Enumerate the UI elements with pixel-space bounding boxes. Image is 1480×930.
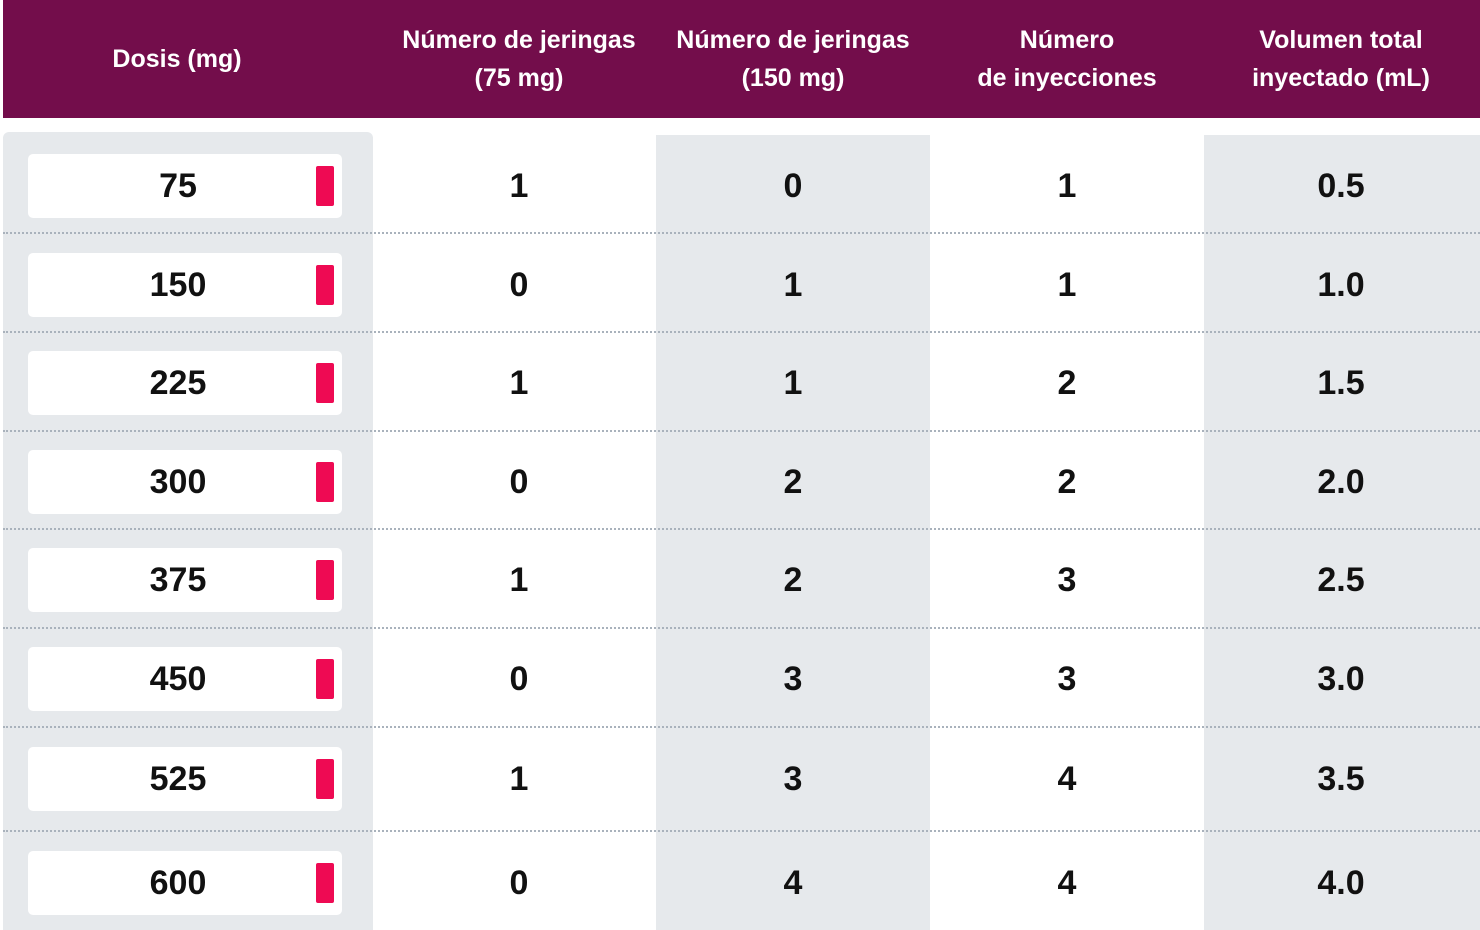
cell-volume: 1.5 [1317,363,1365,402]
cell-injections: 2 [1057,462,1077,501]
header-syringes-150: Número de jeringas (150 mg) [656,0,930,118]
row-divider [3,232,1480,234]
dose-cell: 450 [28,647,342,711]
cell-syringes-75: 0 [509,265,529,304]
header-syringes-150-line-2: (150 mg) [741,64,845,92]
dose-marker [316,363,334,403]
row-divider [3,726,1480,728]
cell-syringes-150: 3 [783,659,803,698]
cell-injections: 3 [1057,659,1077,698]
header-volume-line-1: Volumen total [1259,26,1423,54]
column-stripe-syringes-150 [656,135,930,930]
header-dose: Dosis (mg) [3,0,351,118]
cell-syringes-150: 2 [783,462,803,501]
cell-injections: 4 [1057,759,1077,798]
dose-cell: 375 [28,548,342,612]
cell-volume: 1.0 [1317,265,1365,304]
header-injections: Número de inyecciones [930,0,1204,118]
dose-marker [316,759,334,799]
dose-value: 150 [149,265,207,304]
cell-syringes-150: 0 [783,166,803,205]
cell-syringes-75: 1 [509,759,529,798]
cell-syringes-75: 1 [509,166,529,205]
header-dose-line-1: Dosis (mg) [112,45,242,73]
cell-syringes-150: 1 [783,363,803,402]
cell-syringes-150: 2 [783,560,803,599]
row-divider [3,430,1480,432]
dose-marker [316,462,334,502]
cell-injections: 2 [1057,363,1077,402]
dose-value: 225 [149,363,207,402]
cell-syringes-75: 0 [509,863,529,902]
dose-value: 450 [149,659,207,698]
cell-injections: 3 [1057,560,1077,599]
cell-injections: 1 [1057,166,1077,205]
dose-marker [316,863,334,903]
cell-syringes-75: 0 [509,659,529,698]
cell-volume: 2.0 [1317,462,1365,501]
column-stripe-volume [1204,135,1480,930]
row-divider [3,528,1480,530]
cell-syringes-150: 3 [783,759,803,798]
header-syringes-75-line-2: (75 mg) [474,64,564,92]
dose-marker [316,265,334,305]
header-syringes-150-line-1: Número de jeringas [676,26,910,54]
cell-volume: 4.0 [1317,863,1365,902]
dose-marker [316,560,334,600]
cell-syringes-150: 1 [783,265,803,304]
cell-syringes-75: 1 [509,560,529,599]
dose-value: 375 [149,560,207,599]
table-header [3,0,1480,118]
dose-cell: 225 [28,351,342,415]
dose-cell: 525 [28,747,342,811]
row-divider [3,627,1480,629]
cell-volume: 0.5 [1317,166,1365,205]
cell-volume: 3.5 [1317,759,1365,798]
dose-marker [316,659,334,699]
header-injections-line-2: de inyecciones [977,64,1157,92]
row-divider [3,830,1480,832]
header-volume: Volumen total inyectado (mL) [1204,0,1478,118]
dose-cell: 75 [28,154,342,218]
dose-cell: 300 [28,450,342,514]
cell-syringes-150: 4 [783,863,803,902]
header-syringes-75: Número de jeringas (75 mg) [382,0,656,118]
header-volume-line-2: inyectado (mL) [1252,64,1430,92]
dose-value: 525 [149,759,207,798]
header-injections-line-1: Número [1019,26,1115,54]
dose-cell: 600 [28,851,342,915]
cell-syringes-75: 1 [509,363,529,402]
header-syringes-75-line-1: Número de jeringas [402,26,636,54]
cell-syringes-75: 0 [509,462,529,501]
cell-volume: 3.0 [1317,659,1365,698]
dose-value: 600 [149,863,207,902]
dose-marker [316,166,334,206]
row-divider [3,331,1480,333]
cell-injections: 4 [1057,863,1077,902]
dose-value: 300 [149,462,207,501]
dose-value: 75 [159,166,197,205]
dose-cell: 150 [28,253,342,317]
cell-injections: 1 [1057,265,1077,304]
cell-volume: 2.5 [1317,560,1365,599]
